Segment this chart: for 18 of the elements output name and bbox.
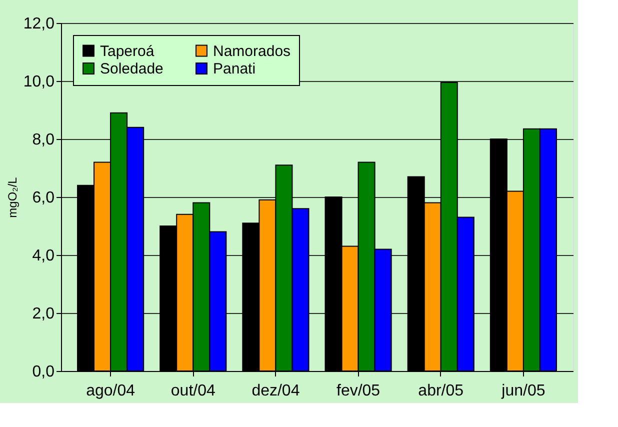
legend-label: Taperoá (100, 42, 155, 60)
x-tick-label: fev/05 (336, 382, 380, 400)
legend-label: Soledade (100, 60, 164, 78)
y-tick-label: 2,0 (32, 306, 55, 322)
y-tick-label: 6,0 (32, 190, 55, 206)
x-tick-label: dez/04 (252, 382, 300, 400)
y-tick-label: 10,0 (23, 74, 55, 90)
y-tick-label: 4,0 (32, 248, 55, 264)
y-tick-label: 12,0 (23, 16, 55, 32)
legend-label: Namorados (213, 42, 291, 60)
y-tick-label: 0,0 (32, 364, 55, 380)
legend-label: Panati (213, 60, 256, 78)
x-tick-label: abr/05 (418, 382, 464, 400)
x-tick-label: jun/05 (500, 382, 546, 400)
y-tick-label: 8,0 (32, 132, 55, 148)
x-tick-label: out/04 (170, 382, 216, 400)
y-axis-title: mgO₂/L (5, 176, 20, 218)
x-tick-label: ago/04 (86, 382, 136, 400)
